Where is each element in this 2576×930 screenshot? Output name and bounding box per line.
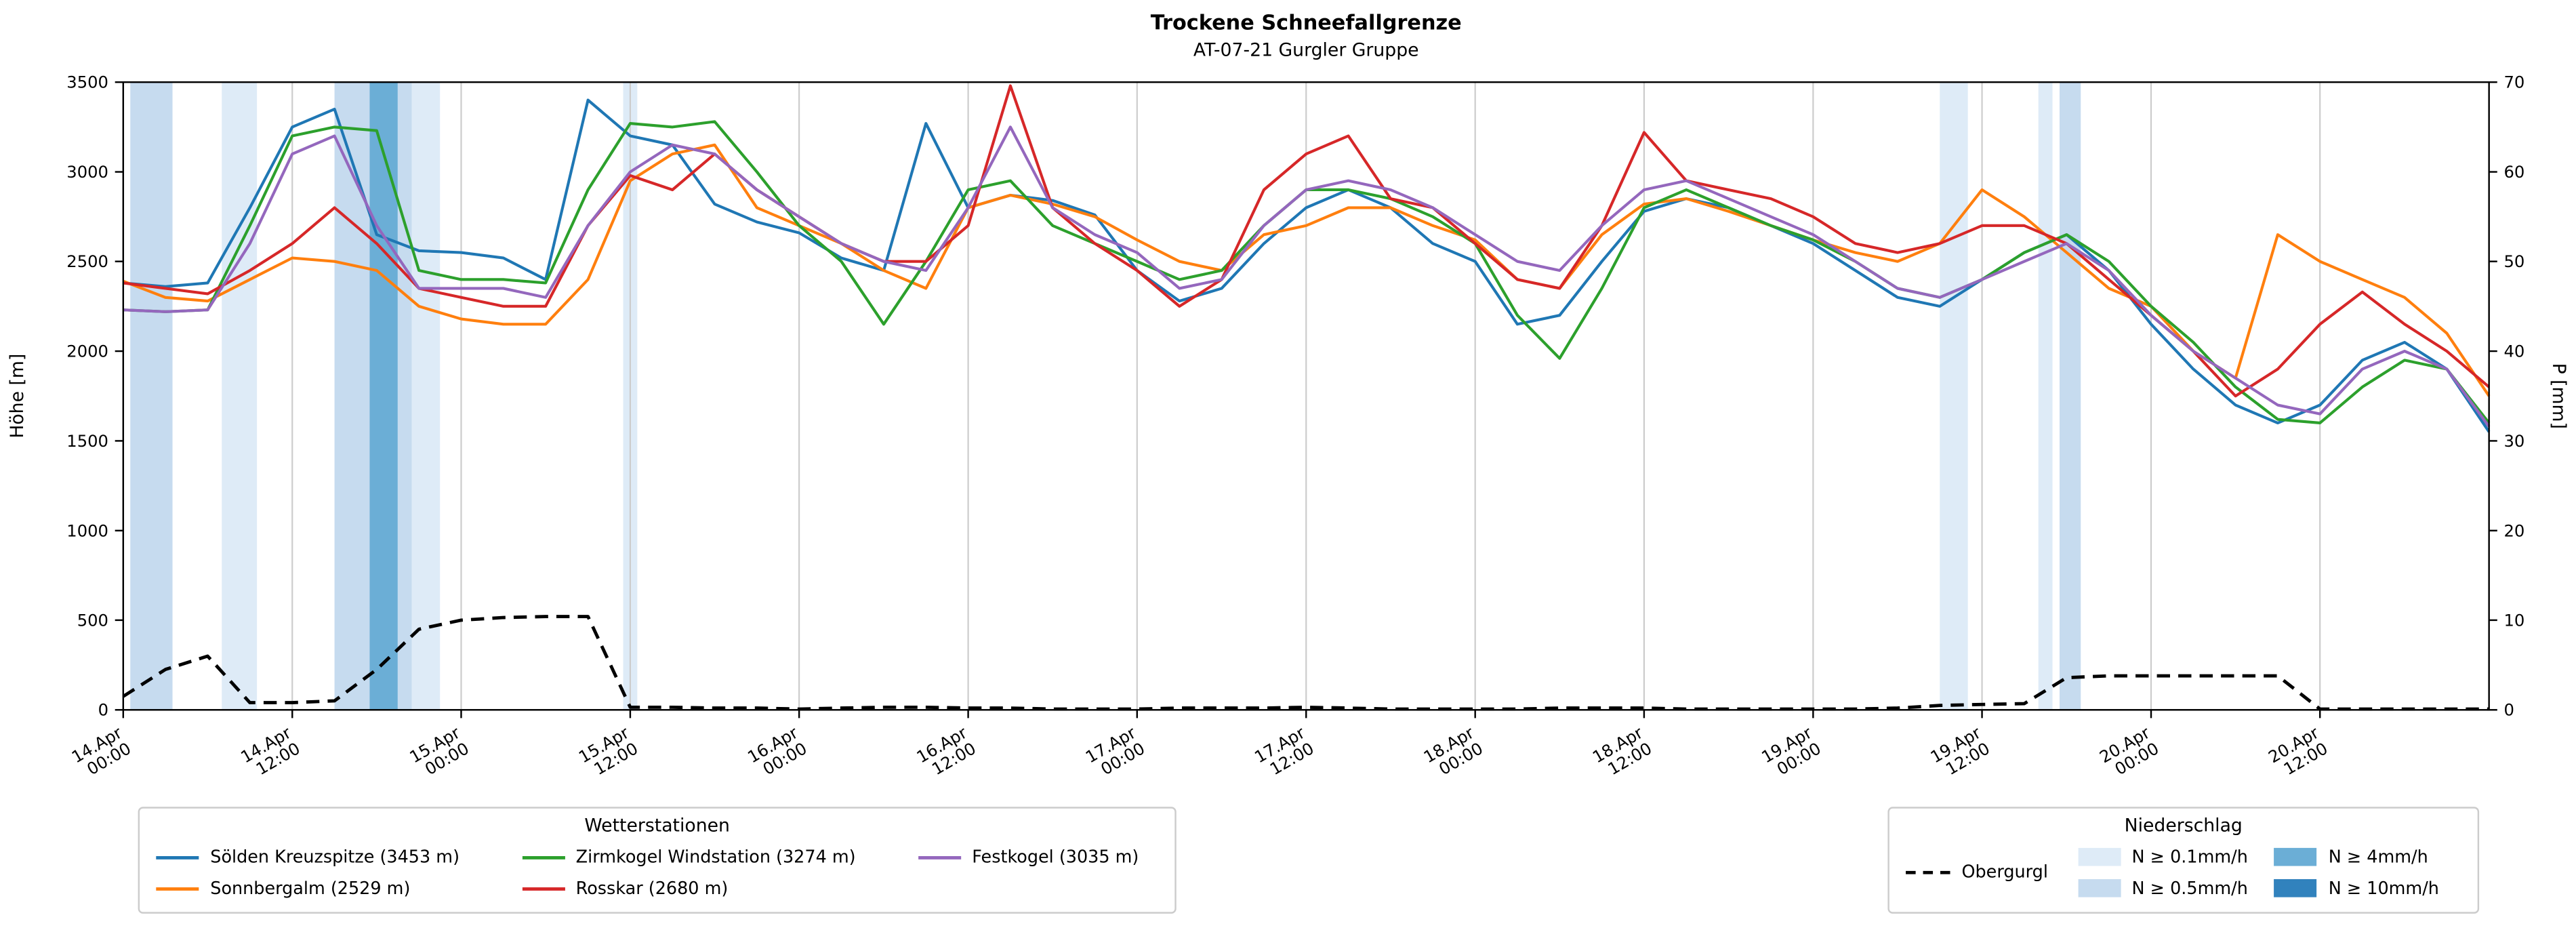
precip-band xyxy=(397,82,412,710)
legend-line-swatch xyxy=(156,886,199,890)
precip-band xyxy=(2038,82,2053,710)
y-left-tick-label: 3000 xyxy=(66,162,108,182)
precip-line-obergurgl xyxy=(122,615,2489,711)
legend-line-swatch xyxy=(521,855,565,859)
legend-stations-title: Wetterstationen xyxy=(584,815,730,836)
legend-line-swatch xyxy=(156,855,199,859)
legend-item-label: N ≥ 0.1mm/h xyxy=(2131,847,2248,867)
y-right-tick-label: 40 xyxy=(2503,342,2524,361)
legend-item-station: Sölden Kreuzspitze (3453 m) xyxy=(156,841,478,872)
precip-band xyxy=(130,82,173,710)
legend-item-label: Zirmkogel Windstation (3274 m) xyxy=(575,847,856,867)
y-left-tick-label: 2000 xyxy=(66,342,108,361)
legend-line-swatch xyxy=(918,855,961,859)
legend-line-swatch xyxy=(521,886,565,890)
legend-item-label: Obergurgl xyxy=(1961,862,2048,883)
series-line-2 xyxy=(123,143,2491,397)
legend-item-label: Rosskar (2680 m) xyxy=(575,878,729,898)
legend-item-station: Festkogel (3035 m) xyxy=(918,841,1158,872)
y-left-tick-label: 3500 xyxy=(66,73,108,92)
legend-item-station: Zirmkogel Windstation (3274 m) xyxy=(521,841,876,872)
precip-band xyxy=(1940,82,1968,710)
y-right-tick-label: 10 xyxy=(2503,610,2524,630)
y-right-tick-label: 0 xyxy=(2503,700,2514,720)
legend-precip-title: Niederschlag xyxy=(2124,815,2243,836)
plot-border xyxy=(122,81,2490,711)
legend-item-precip: N ≥ 4mm/h xyxy=(2274,841,2439,872)
legend-item-label: N ≥ 0.5mm/h xyxy=(2131,878,2248,898)
y-left-tick-label: 500 xyxy=(77,610,108,630)
legend-item-station: Sonnbergalm (2529 m) xyxy=(156,872,478,904)
series-line-4 xyxy=(123,84,2490,398)
precip-band xyxy=(334,82,370,710)
legend-item-label: Festkogel (3035 m) xyxy=(972,847,1139,867)
y-right-tick-label: 50 xyxy=(2503,251,2524,271)
y-left-axis-label: Höhe [m] xyxy=(7,354,28,439)
legend-band-swatch xyxy=(2274,847,2317,866)
precip-band xyxy=(411,82,441,710)
legend-stations-items: Sölden Kreuzspitze (3453 m) Sonnbergalm (… xyxy=(156,841,1158,904)
legend-item-label: Sölden Kreuzspitze (3453 m) xyxy=(210,847,460,867)
legend-item-label: Sonnbergalm (2529 m) xyxy=(210,878,411,898)
legend-item-precip: N ≥ 0.1mm/h xyxy=(2077,841,2248,872)
series-line-1 xyxy=(123,98,2491,433)
y-right-tick-label: 60 xyxy=(2503,162,2524,182)
legend-band-swatch xyxy=(2274,878,2317,897)
legend-precip-items: N ≥ 0.1mm/h N ≥ 0.5mm/h N ≥ 4mm/h N ≥ 10mm/… xyxy=(2077,841,2439,904)
legend-item-precip: N ≥ 0.5mm/h xyxy=(2077,872,2248,904)
precip-band xyxy=(2059,82,2081,710)
dashed-line-swatch xyxy=(1906,870,1950,874)
legend-item-station: Rosskar (2680 m) xyxy=(521,872,876,904)
y-right-tick-label: 30 xyxy=(2503,431,2524,451)
legend-niederschlag: Niederschlag Obergurgl N ≥ 0.1mm/h N ≥ 0.… xyxy=(1887,807,2480,914)
chart-subtitle: AT-07-21 Gurgler Gruppe xyxy=(1193,39,1419,61)
legend-item-obergurgl: Obergurgl xyxy=(1906,857,2048,888)
y-right-tick-label: 20 xyxy=(2503,521,2524,540)
precip-band xyxy=(222,82,258,710)
legend-wetterstationen: Wetterstationen Sölden Kreuzspitze (3453… xyxy=(138,807,1177,914)
y-left-tick-label: 1000 xyxy=(66,521,108,540)
y-right-tick-label: 70 xyxy=(2503,73,2524,92)
y-left-tick-label: 2500 xyxy=(66,251,108,271)
legend-item-label: N ≥ 10mm/h xyxy=(2328,878,2439,898)
legend-band-swatch xyxy=(2077,878,2121,897)
y-left-tick-label: 0 xyxy=(98,700,108,720)
y-right-axis-label: P [mm] xyxy=(2548,363,2569,429)
precip-band xyxy=(369,82,398,710)
y-left-tick-label: 1500 xyxy=(66,431,108,451)
chart-title: Trockene Schneefallgrenze xyxy=(1150,9,1462,35)
series-line-5 xyxy=(123,125,2491,428)
legend-item-precip: N ≥ 10mm/h xyxy=(2274,872,2439,904)
legend-band-swatch xyxy=(2077,847,2121,866)
legend-item-label: N ≥ 4mm/h xyxy=(2328,847,2428,867)
